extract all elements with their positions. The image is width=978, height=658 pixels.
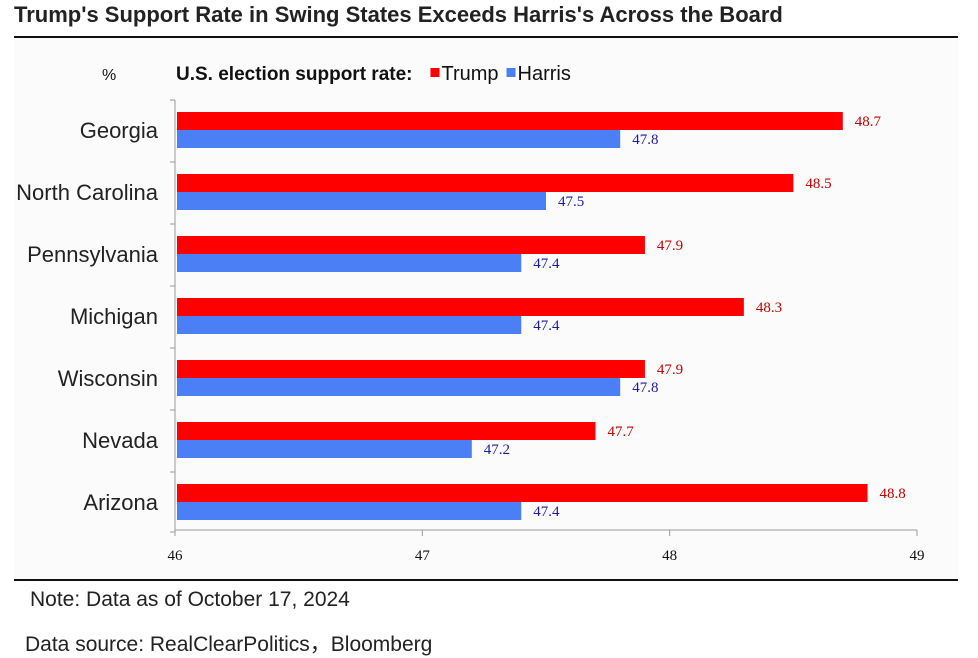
bar-harris-north-carolina [177, 192, 546, 210]
category-label-arizona: Arizona [83, 490, 158, 515]
x-tick-label: 47 [415, 548, 431, 564]
bar-trump-arizona [177, 484, 868, 502]
data-label-harris-nevada: 47.2 [484, 442, 510, 458]
bar-harris-georgia [177, 130, 621, 148]
legend-label-harris: Harris [518, 63, 571, 85]
legend-label-trump: Trump [441, 63, 498, 85]
legend-swatch-harris [506, 68, 516, 77]
legend: Trump Harris [430, 63, 571, 85]
axes-group: 46 47 48 49 [168, 99, 925, 564]
bar-trump-michigan [177, 298, 744, 316]
data-label-trump-georgia: 48.7 [855, 114, 882, 130]
bar-trump-north-carolina [177, 174, 794, 192]
category-label-michigan: Michigan [70, 304, 158, 329]
data-label-trump-north-carolina: 48.5 [805, 176, 831, 192]
data-label-harris-michigan: 47.4 [533, 318, 560, 334]
x-tick-label: 49 [910, 548, 925, 564]
category-label-wisconsin: Wisconsin [58, 366, 158, 391]
data-source: Data source: RealClearPolitics，Bloomberg [25, 633, 433, 656]
data-label-harris-wisconsin: 47.8 [632, 380, 658, 396]
bottom-divider [14, 579, 958, 581]
bar-harris-pennsylvania [177, 254, 522, 272]
data-label-harris-arizona: 47.4 [533, 504, 560, 520]
data-label-harris-georgia: 47.8 [632, 132, 658, 148]
data-label-trump-nevada: 47.7 [607, 424, 634, 440]
bar-harris-wisconsin [177, 378, 621, 396]
data-label-trump-wisconsin: 47.9 [657, 362, 683, 378]
bar-trump-georgia [177, 112, 843, 130]
data-label-harris-pennsylvania: 47.4 [533, 256, 560, 272]
bar-trump-wisconsin [177, 360, 645, 378]
x-tick-label: 48 [662, 548, 677, 564]
category-label-georgia: Georgia [80, 118, 159, 143]
data-label-trump-pennsylvania: 47.9 [657, 238, 683, 254]
bar-harris-michigan [177, 316, 522, 334]
data-label-trump-arizona: 48.8 [880, 486, 906, 502]
bar-trump-nevada [177, 422, 596, 440]
bar-trump-pennsylvania [177, 236, 645, 254]
data-label-harris-north-carolina: 47.5 [558, 194, 584, 210]
bars-group: Georgia 48.7 47.8 North Carolina 48.5 47.5 Pen… [16, 112, 906, 520]
chart-title: Trump's Support Rate in Swing States Exc… [14, 2, 783, 27]
unit-label: % [102, 67, 116, 84]
top-divider [14, 36, 958, 38]
data-label-trump-michigan: 48.3 [756, 300, 782, 316]
category-label-north-carolina: North Carolina [16, 180, 159, 205]
legend-title: U.S. election support rate: [176, 64, 412, 85]
bar-harris-arizona [177, 502, 522, 520]
category-label-pennsylvania: Pennsylvania [27, 242, 159, 267]
x-tick-label: 46 [168, 548, 184, 564]
category-label-nevada: Nevada [82, 428, 159, 453]
legend-swatch-trump [430, 68, 440, 77]
bar-harris-nevada [177, 440, 472, 458]
chart-note: Note: Data as of October 17, 2024 [30, 588, 350, 611]
